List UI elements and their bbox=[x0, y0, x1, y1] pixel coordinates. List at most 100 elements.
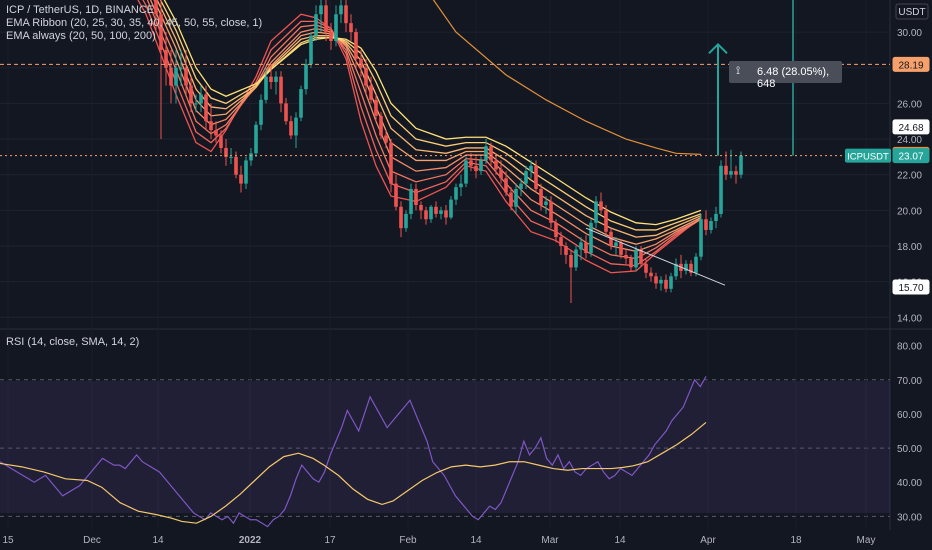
price-axis[interactable]: 14.0016.0018.0020.0022.0024.0026.0028.00… bbox=[845, 3, 930, 523]
candle-body bbox=[269, 76, 273, 82]
candle-body bbox=[499, 169, 503, 179]
price-tag-label: 28.19 bbox=[898, 60, 923, 71]
candle-body bbox=[494, 160, 498, 170]
candle-body bbox=[534, 165, 538, 189]
candle-body bbox=[649, 272, 653, 277]
candle-body bbox=[674, 263, 678, 277]
time-tick-label: Mar bbox=[541, 535, 559, 546]
measure-label[interactable]: ⟟ 6.48 (28.05%), 648 bbox=[729, 61, 842, 90]
rsi-band-fill bbox=[0, 381, 890, 513]
candle-body bbox=[474, 165, 478, 172]
symbol-legend[interactable]: ICP / TetherUS, 1D, BINANCE bbox=[6, 4, 155, 16]
candle-body bbox=[349, 23, 353, 33]
candle-body bbox=[229, 156, 233, 158]
candle-body bbox=[694, 256, 698, 273]
rsi-lines bbox=[0, 376, 707, 528]
candle-body bbox=[724, 165, 728, 175]
candle-body bbox=[699, 219, 703, 257]
candle-body bbox=[244, 160, 248, 184]
candle-body bbox=[309, 35, 313, 65]
time-tick-label: Apr bbox=[700, 535, 716, 546]
candle-body bbox=[689, 263, 693, 273]
candle-body bbox=[274, 76, 278, 82]
candle-body bbox=[249, 153, 253, 161]
ema-200-line bbox=[432, 0, 702, 155]
candle-body bbox=[654, 276, 658, 284]
candle-body bbox=[399, 206, 403, 229]
candle-body bbox=[629, 258, 633, 268]
candle-body bbox=[584, 242, 588, 254]
candle-body bbox=[659, 279, 663, 284]
candle-body bbox=[264, 76, 268, 100]
time-tick-label: 14 bbox=[152, 535, 164, 546]
candle-body bbox=[644, 263, 648, 273]
candle-body bbox=[519, 183, 523, 189]
candle-body bbox=[194, 103, 198, 105]
candle-body bbox=[579, 242, 583, 250]
candle-body bbox=[344, 5, 348, 24]
candle-body bbox=[324, 5, 328, 33]
candle-body bbox=[204, 94, 208, 122]
price-tick-label: 24.00 bbox=[897, 135, 922, 146]
candle-body bbox=[234, 156, 238, 175]
rsi-ma-line bbox=[0, 422, 707, 524]
candle-body bbox=[184, 67, 188, 86]
symbol-tag-box bbox=[845, 148, 891, 163]
candle-body bbox=[354, 32, 358, 59]
candle-body bbox=[464, 160, 468, 184]
ema-ribbon-legend[interactable]: EMA Ribbon (20, 25, 30, 35, 40, 45, 50, … bbox=[6, 17, 263, 29]
candle-body bbox=[449, 199, 453, 218]
candle-body bbox=[299, 89, 303, 118]
candle-body bbox=[604, 210, 608, 232]
candle-body bbox=[159, 14, 163, 50]
candlesticks bbox=[154, 0, 743, 304]
candle-body bbox=[684, 263, 688, 271]
rsi-tick-label: 60.00 bbox=[897, 410, 922, 421]
candle-body bbox=[529, 165, 533, 172]
candle-body bbox=[619, 242, 623, 255]
candle-body bbox=[709, 221, 713, 230]
time-tick-label: Feb bbox=[399, 535, 417, 546]
candle-body bbox=[359, 58, 363, 68]
candle-body bbox=[539, 188, 543, 205]
candle-body bbox=[429, 206, 433, 220]
time-axis[interactable]: 15 Dec 14 2022 17 Feb 14 Mar 14 Apr 18 May bbox=[2, 535, 875, 546]
candle-body bbox=[294, 117, 298, 136]
candle-body bbox=[509, 192, 513, 207]
candle-body bbox=[314, 14, 318, 36]
candle-body bbox=[404, 213, 408, 229]
rsi-legend[interactable]: RSI (14, close, SMA, 14, 2) bbox=[6, 336, 140, 348]
time-tick-label: May bbox=[857, 535, 876, 546]
rsi-tick-label: 80.00 bbox=[897, 342, 922, 353]
price-tick-label: 30.00 bbox=[897, 28, 922, 39]
candle-body bbox=[739, 155, 743, 175]
candle-body bbox=[279, 76, 283, 104]
candle-body bbox=[559, 237, 563, 246]
candle-body bbox=[179, 67, 183, 69]
candle-body bbox=[174, 67, 178, 86]
time-tick-label: 18 bbox=[790, 535, 802, 546]
rsi-tick-label: 30.00 bbox=[897, 512, 922, 523]
candle-body bbox=[389, 142, 393, 184]
ema-ribbon-line bbox=[153, 0, 702, 245]
candle-body bbox=[504, 178, 508, 193]
ema-always-legend[interactable]: EMA always (20, 50, 100, 200) bbox=[6, 30, 156, 42]
currency-box bbox=[895, 3, 929, 20]
candle-body bbox=[164, 49, 168, 68]
candle-body bbox=[259, 99, 263, 125]
candle-body bbox=[209, 121, 213, 131]
candle-body bbox=[169, 67, 173, 86]
trend-line bbox=[585, 227, 726, 286]
candle-body bbox=[289, 121, 293, 136]
candle-body bbox=[729, 171, 733, 175]
candle-body bbox=[434, 206, 438, 214]
candle-body bbox=[719, 165, 723, 214]
candle-body bbox=[254, 124, 258, 154]
candle-body bbox=[239, 174, 243, 184]
measure-text: 6.48 (28.05%), 648 bbox=[757, 66, 830, 90]
price-tag-box bbox=[892, 56, 930, 72]
candle-body bbox=[554, 222, 558, 238]
candle-body bbox=[199, 94, 203, 104]
candle-body bbox=[339, 5, 343, 15]
